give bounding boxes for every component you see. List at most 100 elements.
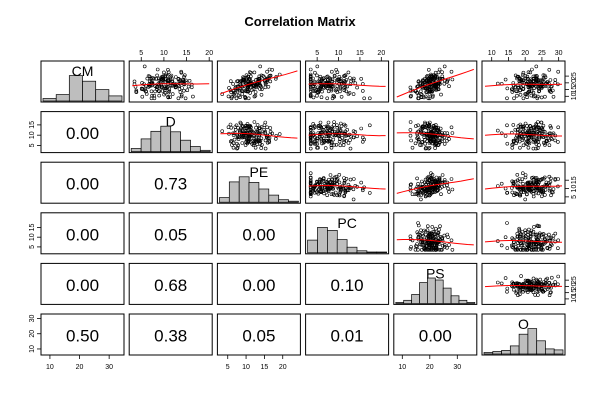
point-cm-o: [531, 74, 536, 79]
histogram-bar-o: [492, 351, 502, 355]
point-d-ps: [445, 131, 450, 135]
point-pe-ps: [427, 188, 431, 192]
point-pc-ps: [408, 247, 413, 251]
point-pe-o: [540, 177, 544, 181]
point-pe-pc: [342, 176, 346, 180]
point-d-ps: [418, 143, 422, 147]
point-pc-o: [523, 230, 528, 235]
point-pc-ps: [409, 245, 413, 249]
point-d-ps: [410, 145, 415, 150]
point-d-ps: [427, 122, 432, 127]
point-pe-o: [523, 197, 528, 202]
point-cm-ps: [415, 90, 419, 95]
tick-label-top-pc: 10: [335, 50, 343, 57]
smoother-ps-o: [484, 285, 562, 288]
histogram-bar-pc: [366, 251, 378, 254]
point-pe-o: [517, 187, 522, 192]
p-value-o-cm: 0.50: [66, 327, 99, 346]
point-d-o: [520, 138, 525, 142]
point-cm-o: [534, 64, 539, 69]
point-cm-pc: [315, 93, 319, 98]
point-d-o: [537, 143, 541, 147]
point-pc-o: [544, 233, 548, 238]
point-pe-o: [551, 187, 556, 191]
point-pe-o: [556, 177, 561, 181]
point-cm-pe: [246, 96, 251, 101]
tick-label-right-pe: 15: [571, 176, 578, 184]
point-pe-ps: [440, 185, 444, 189]
point-pc-o: [517, 234, 522, 238]
point-cm-pc: [344, 89, 349, 94]
point-pc-o: [539, 246, 544, 251]
point-pc-ps: [447, 243, 451, 247]
point-pe-pc: [334, 174, 339, 179]
histogram-bar-ps: [395, 302, 405, 304]
point-cm-o: [534, 77, 538, 81]
point-d-pe: [242, 135, 247, 140]
point-pe-pc: [359, 180, 364, 185]
point-cm-o: [525, 95, 529, 99]
point-cm-pe: [235, 90, 240, 94]
point-ps-o: [528, 288, 533, 292]
point-d-pe: [240, 141, 245, 145]
point-d-pc: [308, 128, 313, 132]
point-pe-pc: [321, 176, 326, 180]
point-cm-pe: [229, 96, 234, 101]
point-d-pe: [239, 121, 243, 126]
point-cm-o: [521, 96, 526, 101]
point-ps-o: [545, 276, 550, 281]
smoother-pc-o: [484, 240, 562, 243]
point-pe-ps: [421, 191, 425, 196]
point-cm-pc: [330, 77, 335, 82]
point-pc-o: [505, 221, 509, 225]
point-pc-o: [529, 243, 534, 248]
point-cm-pc: [338, 89, 342, 94]
point-d-ps: [450, 131, 455, 135]
point-d-pe: [252, 120, 257, 124]
point-d-o: [539, 126, 543, 131]
point-cm-d: [160, 89, 165, 93]
point-d-pc: [345, 128, 350, 132]
point-cm-pe: [246, 85, 251, 90]
point-d-pe: [253, 145, 258, 150]
point-cm-pc: [308, 75, 313, 79]
point-d-o: [528, 126, 533, 131]
point-cm-o: [541, 76, 546, 81]
point-pe-pc: [308, 171, 313, 175]
point-ps-o: [495, 280, 500, 285]
point-pc-ps: [428, 242, 433, 247]
panel-ps-o: [481, 262, 566, 305]
point-pc-ps: [416, 221, 420, 225]
point-pe-pc: [351, 187, 356, 192]
point-d-ps: [423, 125, 428, 129]
point-cm-pc: [329, 69, 334, 74]
point-d-ps: [408, 128, 413, 132]
point-pe-o: [529, 189, 534, 194]
histogram-bar-cm: [95, 89, 110, 102]
histogram-bar-ps: [458, 299, 468, 304]
point-pc-o: [521, 248, 525, 252]
point-cm-pe: [232, 93, 237, 98]
point-cm-d: [157, 93, 161, 98]
smoother-cm-pc: [308, 83, 386, 87]
point-d-ps: [430, 134, 434, 139]
point-ps-o: [525, 290, 530, 294]
point-cm-d: [152, 96, 157, 101]
point-cm-ps: [442, 64, 447, 69]
point-pe-o: [539, 194, 544, 199]
point-pe-pc: [338, 188, 343, 192]
tick-label-left-d: 5: [29, 143, 36, 147]
point-pc-ps: [436, 231, 440, 236]
point-pe-pc: [308, 191, 313, 195]
smoother-d-pc: [308, 133, 386, 137]
smoother-cm-ps: [396, 68, 474, 98]
diagonal-label-d: D: [166, 114, 176, 130]
point-pe-o: [528, 188, 533, 193]
point-d-pc: [335, 125, 340, 130]
p-value-o-d: 0.38: [154, 327, 187, 346]
point-pe-o: [550, 190, 555, 195]
point-ps-o: [547, 293, 552, 298]
point-pe-ps: [447, 190, 451, 194]
